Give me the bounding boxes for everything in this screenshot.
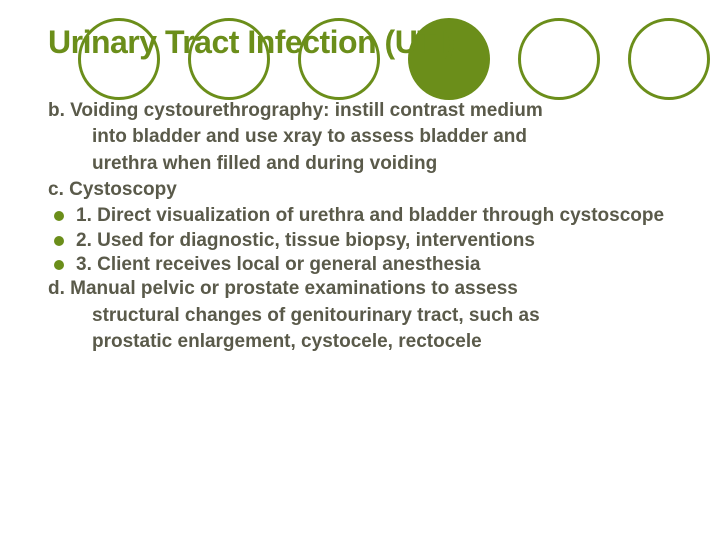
item-c2-text: 2. Used for diagnostic, tissue biopsy, i… — [76, 229, 680, 253]
item-d-cont1: structural changes of genitourinary trac… — [48, 304, 680, 328]
item-d-cont2: prostatic enlargement, cystocele, rectoc… — [48, 330, 680, 354]
item-c3-text: 3. Client receives local or general anes… — [76, 253, 680, 277]
slide-body: b. Voiding cystourethrography: instill c… — [48, 99, 680, 354]
slide-title: Urinary Tract Infection (UTI) — [48, 24, 680, 61]
bullet-icon — [54, 211, 64, 221]
item-c: c. Cystoscopy — [48, 178, 680, 202]
item-c1: 1. Direct visualization of urethra and b… — [48, 204, 680, 228]
slide-content: Urinary Tract Infection (UTI) b. Voiding… — [0, 0, 720, 354]
bullet-icon — [54, 260, 64, 270]
item-b-cont1: into bladder and use xray to assess blad… — [48, 125, 680, 149]
item-c2: 2. Used for diagnostic, tissue biopsy, i… — [48, 229, 680, 253]
item-c1-text: 1. Direct visualization of urethra and b… — [76, 204, 680, 228]
item-b-cont2: urethra when filled and during voiding — [48, 152, 680, 176]
item-c3: 3. Client receives local or general anes… — [48, 253, 680, 277]
item-d: d. Manual pelvic or prostate examination… — [48, 277, 680, 301]
item-b: b. Voiding cystourethrography: instill c… — [48, 99, 680, 123]
bullet-icon — [54, 236, 64, 246]
